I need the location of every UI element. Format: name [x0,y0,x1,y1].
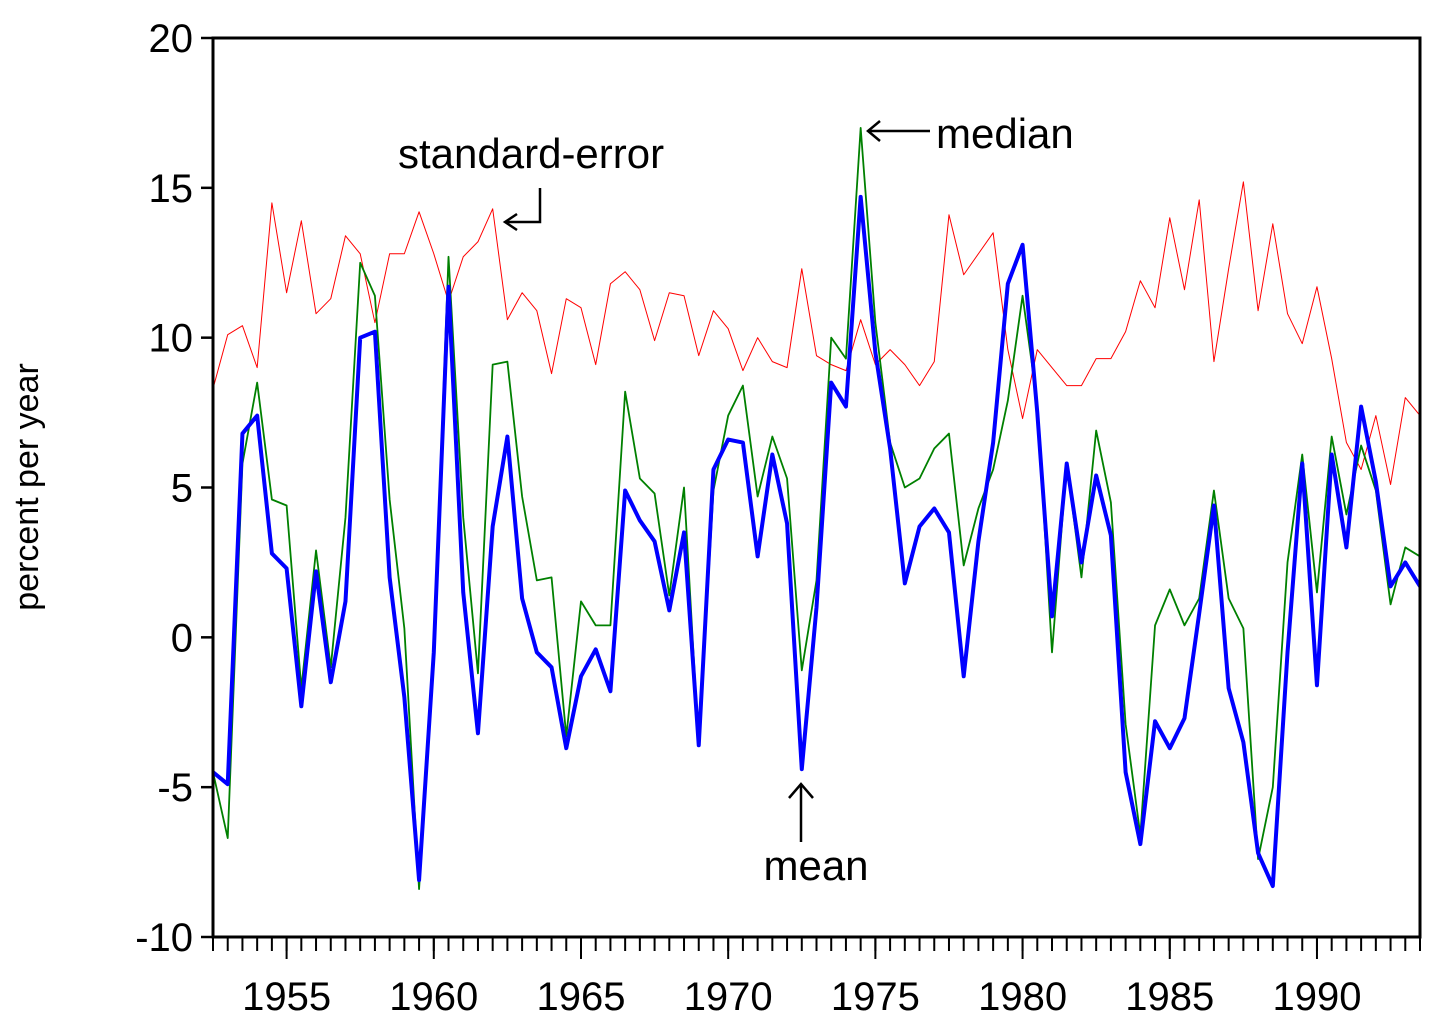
arrow-head [866,120,881,142]
plot-frame [211,36,1422,939]
series-line [213,127,1420,890]
arrow-head [788,782,814,799]
arrow [505,188,542,224]
y-tick-label: 20 [149,17,194,61]
y-tick-label: -5 [157,766,193,810]
y-axis-label: percent per year [8,363,46,611]
x-tick-label: 1960 [389,975,478,1016]
y-tick-label: 0 [171,616,193,660]
y-tick-label: 10 [149,317,194,361]
y-tick-label: -10 [135,916,193,960]
series-line [213,194,1420,889]
x-tick-label: 1975 [831,975,920,1016]
x-tick-label: 1955 [242,975,331,1016]
x-tick-label: 1985 [1125,975,1214,1016]
x-tick-label: 1990 [1272,975,1361,1016]
annotation: mean [763,842,868,889]
x-tick-label: 1980 [978,975,1067,1016]
annotation: median [936,110,1074,157]
arrow-head [502,212,518,232]
y-tick-label: 15 [149,167,194,211]
annotation: standard-error [398,130,664,177]
annotation-arrows [502,120,930,842]
x-tick-label: 1965 [536,975,625,1016]
y-tick-label: 5 [171,467,193,511]
series-line [213,181,1420,485]
x-tick-label: 1970 [684,975,773,1016]
